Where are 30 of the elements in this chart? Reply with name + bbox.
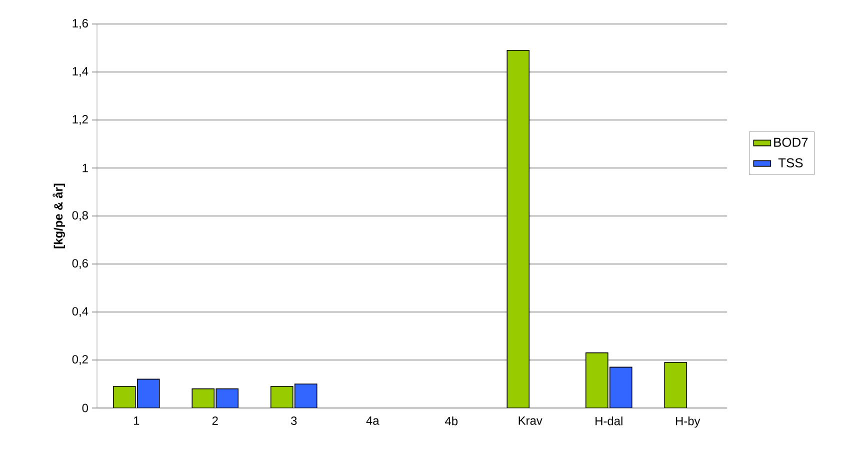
- x-tick-label: 1: [134, 416, 140, 425]
- bar: [216, 388, 239, 408]
- y-axis-title: [kg/pe & år]: [52, 184, 66, 248]
- y-tick-label: 1,2: [72, 115, 88, 125]
- x-tick-label: Krav: [518, 416, 542, 425]
- bar: [506, 50, 530, 408]
- y-tick-label: 0,8: [72, 211, 88, 221]
- y-tick-label: 0,4: [72, 307, 88, 317]
- legend-label: BOD7: [774, 138, 808, 147]
- y-tick-label: 1,4: [72, 67, 88, 77]
- bar: [192, 388, 215, 408]
- x-tick-label: H-by: [676, 416, 700, 428]
- x-tick-label: 4a: [366, 416, 380, 425]
- bar: [136, 378, 160, 408]
- bar: [294, 384, 318, 408]
- bar: [585, 352, 608, 408]
- x-tick-label: 2: [212, 416, 218, 425]
- bar: [664, 362, 688, 408]
- y-tick-label: 1,6: [72, 19, 88, 29]
- bar: [609, 366, 632, 408]
- y-tick-label: 0,6: [72, 259, 88, 269]
- y-tick-label: 0,2: [72, 355, 88, 365]
- y-tick-label: 1: [82, 164, 88, 172]
- x-tick-label: 4b: [445, 416, 458, 426]
- x-tick-label: 3: [291, 416, 297, 425]
- bar: [270, 386, 294, 408]
- x-tick-label: H-dal: [596, 416, 622, 426]
- bar: [112, 386, 136, 408]
- y-tick-label: 0: [82, 404, 88, 412]
- legend-label: TSS: [778, 158, 803, 168]
